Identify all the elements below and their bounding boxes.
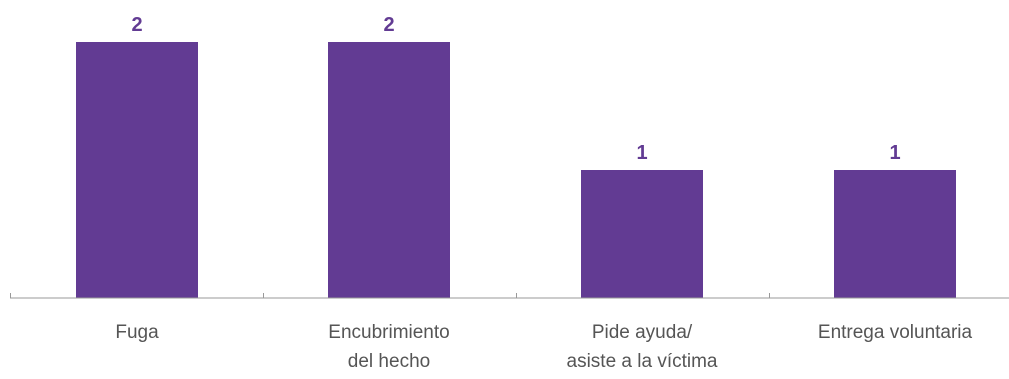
- data-label: 2: [131, 14, 142, 36]
- x-tick-label: Fuga: [115, 322, 159, 343]
- bars-layer: [76, 42, 956, 298]
- data-labels-layer: 2 2 1 1: [131, 14, 900, 164]
- data-label: 2: [383, 14, 394, 36]
- data-label: 1: [636, 142, 647, 164]
- x-tick-label: Pide ayuda/asiste a la víctima: [567, 322, 718, 372]
- x-tick-label: Encubrimiento del hecho: [328, 322, 449, 372]
- bar: [328, 42, 450, 298]
- x-axis: [10, 293, 1009, 299]
- bar: [834, 170, 956, 298]
- tick-labels-layer: Fuga Encubrimiento del hecho Pide ayuda/asi…: [115, 322, 972, 372]
- bar: [76, 42, 198, 298]
- data-label: 1: [889, 142, 900, 164]
- x-tick-label: Entrega voluntaria: [818, 322, 973, 343]
- bar: [581, 170, 703, 298]
